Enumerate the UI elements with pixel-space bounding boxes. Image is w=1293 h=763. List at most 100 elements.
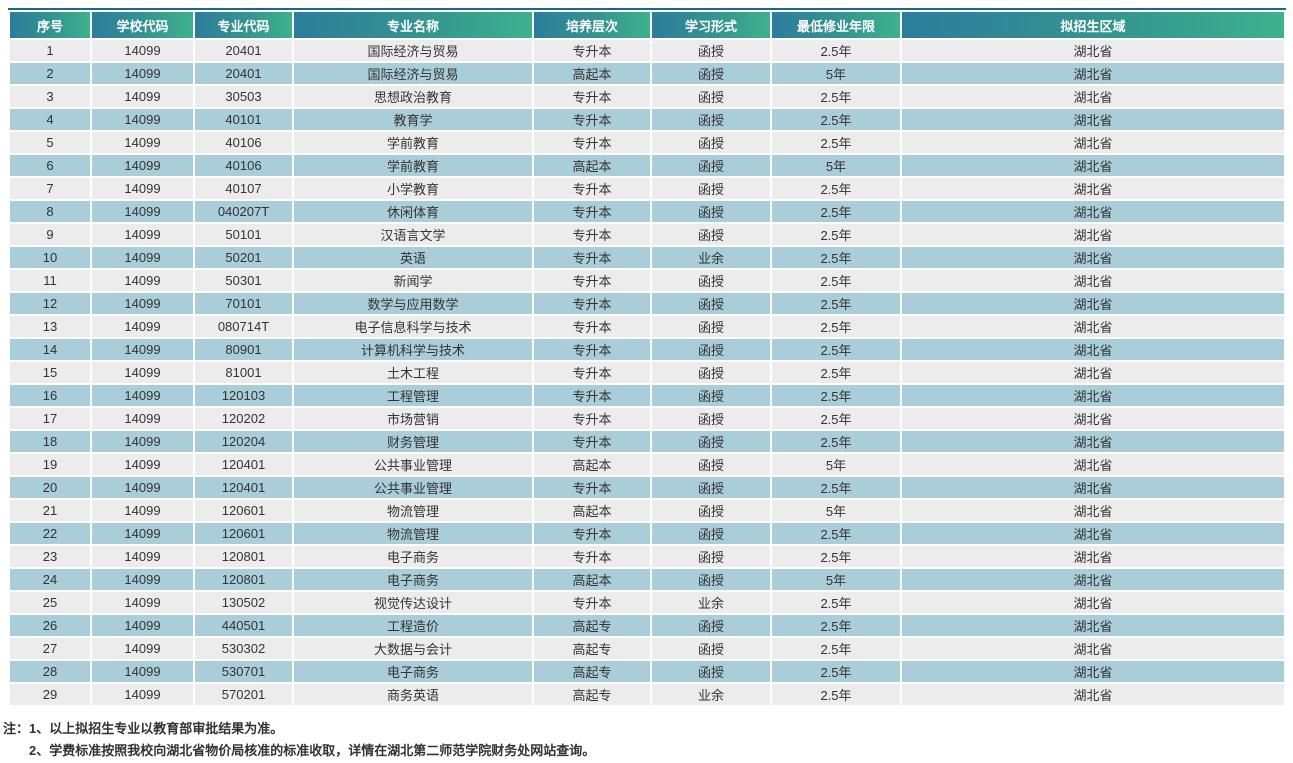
cell-min_years: 2.5年 [772,339,900,360]
cell-major_code: 81001 [195,362,292,383]
table-row: 2 14099 20401 国际经济与贸易 高起本 函授 5年 湖北省 [10,63,1284,84]
cell-school_code: 14099 [92,201,193,222]
cell-min_years: 2.5年 [772,86,900,107]
table-row: 25 14099 130502 视觉传达设计 专升本 业余 2.5年 湖北省 [10,592,1284,613]
cell-level: 专升本 [534,431,650,452]
col-header-region: 拟招生区域 [902,12,1284,38]
table-header: 序号 学校代码 专业代码 专业名称 培养层次 学习形式 最低修业年限 拟招生区域 [10,12,1284,38]
cell-index: 29 [10,684,90,705]
cell-index: 26 [10,615,90,636]
cell-major_code: 120601 [195,500,292,521]
cell-region: 湖北省 [902,86,1284,107]
cell-region: 湖北省 [902,201,1284,222]
cell-index: 20 [10,477,90,498]
cell-major_name: 电子信息科学与技术 [294,316,532,337]
table-row: 27 14099 530302 大数据与会计 高起专 函授 2.5年 湖北省 [10,638,1284,659]
cell-level: 专升本 [534,316,650,337]
cell-region: 湖北省 [902,247,1284,268]
cell-school_code: 14099 [92,500,193,521]
cell-study_form: 函授 [652,339,770,360]
cell-index: 14 [10,339,90,360]
cell-level: 专升本 [534,270,650,291]
cell-region: 湖北省 [902,339,1284,360]
cell-index: 5 [10,132,90,153]
table-row: 5 14099 40106 学前教育 专升本 函授 2.5年 湖北省 [10,132,1284,153]
cell-index: 24 [10,569,90,590]
cell-index: 16 [10,385,90,406]
cell-major_code: 40106 [195,155,292,176]
cell-level: 高起本 [534,454,650,475]
cell-min_years: 2.5年 [772,638,900,659]
cell-major_code: 120401 [195,454,292,475]
cell-region: 湖北省 [902,477,1284,498]
cell-index: 2 [10,63,90,84]
cell-major_name: 学前教育 [294,155,532,176]
cell-index: 8 [10,201,90,222]
table-row: 14 14099 80901 计算机科学与技术 专升本 函授 2.5年 湖北省 [10,339,1284,360]
cell-level: 专升本 [534,178,650,199]
cell-major_code: 20401 [195,40,292,61]
cell-major_code: 120401 [195,477,292,498]
cell-study_form: 函授 [652,63,770,84]
cell-school_code: 14099 [92,132,193,153]
table-row: 21 14099 120601 物流管理 高起本 函授 5年 湖北省 [10,500,1284,521]
cell-level: 高起本 [534,569,650,590]
cell-min_years: 2.5年 [772,592,900,613]
cell-index: 15 [10,362,90,383]
cell-school_code: 14099 [92,592,193,613]
cell-level: 高起专 [534,615,650,636]
note-line-1: 注：1、以上拟招生专业以教育部审批结果为准。 [3,721,284,736]
cell-min_years: 2.5年 [772,684,900,705]
cell-index: 12 [10,293,90,314]
cell-min_years: 2.5年 [772,615,900,636]
cell-region: 湖北省 [902,362,1284,383]
cell-school_code: 14099 [92,477,193,498]
cell-major_name: 工程造价 [294,615,532,636]
cell-level: 专升本 [534,247,650,268]
cell-min_years: 2.5年 [772,316,900,337]
cell-region: 湖北省 [902,224,1284,245]
cell-major_name: 财务管理 [294,431,532,452]
table-row: 20 14099 120401 公共事业管理 专升本 函授 2.5年 湖北省 [10,477,1284,498]
cell-study_form: 函授 [652,178,770,199]
cell-min_years: 2.5年 [772,523,900,544]
cell-level: 专升本 [534,86,650,107]
cell-school_code: 14099 [92,224,193,245]
cell-school_code: 14099 [92,569,193,590]
table-row: 8 14099 040207T 休闲体育 专升本 函授 2.5年 湖北省 [10,201,1284,222]
cell-level: 专升本 [534,40,650,61]
cell-study_form: 函授 [652,661,770,682]
cell-major_name: 汉语言文学 [294,224,532,245]
cell-min_years: 2.5年 [772,270,900,291]
cell-region: 湖北省 [902,132,1284,153]
notes: 注：1、以上拟招生专业以教育部审批结果为准。 2、学费标准按照我校向湖北省物价局… [3,718,595,762]
cell-study_form: 业余 [652,247,770,268]
cell-school_code: 14099 [92,247,193,268]
cell-index: 21 [10,500,90,521]
cell-major_code: 120801 [195,569,292,590]
table-row: 16 14099 120103 工程管理 专升本 函授 2.5年 湖北省 [10,385,1284,406]
cell-min_years: 2.5年 [772,408,900,429]
cell-major_code: 50201 [195,247,292,268]
cell-major_code: 120601 [195,523,292,544]
table-row: 17 14099 120202 市场营销 专升本 函授 2.5年 湖北省 [10,408,1284,429]
cell-major_code: 080714T [195,316,292,337]
cell-school_code: 14099 [92,339,193,360]
cell-level: 专升本 [534,293,650,314]
cell-min_years: 5年 [772,500,900,521]
cell-index: 17 [10,408,90,429]
cell-major_code: 120103 [195,385,292,406]
cell-school_code: 14099 [92,155,193,176]
cell-major_name: 大数据与会计 [294,638,532,659]
cell-study_form: 函授 [652,293,770,314]
cell-min_years: 2.5年 [772,247,900,268]
cell-min_years: 2.5年 [772,661,900,682]
cell-major_name: 公共事业管理 [294,454,532,475]
cell-study_form: 函授 [652,500,770,521]
cell-major_code: 30503 [195,86,292,107]
cell-min_years: 2.5年 [772,201,900,222]
table-row: 3 14099 30503 思想政治教育 专升本 函授 2.5年 湖北省 [10,86,1284,107]
cell-level: 专升本 [534,408,650,429]
cell-major_code: 50301 [195,270,292,291]
cell-level: 专升本 [534,477,650,498]
